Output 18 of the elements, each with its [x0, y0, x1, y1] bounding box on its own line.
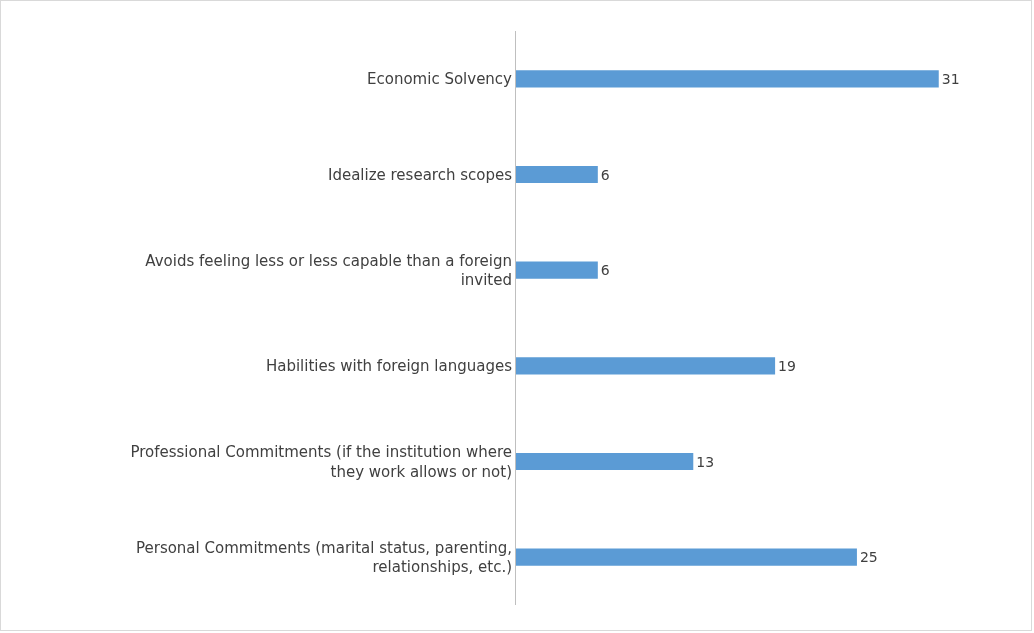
data-label: 31: [941, 70, 960, 87]
data-label: 19: [778, 357, 796, 374]
bar: [516, 165, 598, 184]
data-label: 6: [600, 262, 610, 279]
bar: [516, 452, 694, 471]
bar: [516, 261, 598, 279]
y-tick-label: Professional Commitments (if the institution where they work allows or not): [130, 443, 512, 481]
data-label: 13: [696, 453, 715, 470]
y-tick-label: Personal Commitments (marital status, parenting, relationships, etc.): [135, 538, 512, 577]
bar: [516, 357, 776, 375]
data-label: 25: [859, 549, 878, 566]
bar: [516, 548, 857, 566]
y-tick-label: Avoids feeling less or less capable than a foreign invited: [145, 251, 512, 290]
data-label: 6: [600, 166, 610, 183]
y-tick-label: Habilities with foreign languages: [265, 357, 513, 376]
bar: [516, 70, 939, 88]
y-tick-label: Idealize research scopes: [327, 165, 513, 184]
y-tick-label: Economic Solvency: [367, 70, 513, 89]
